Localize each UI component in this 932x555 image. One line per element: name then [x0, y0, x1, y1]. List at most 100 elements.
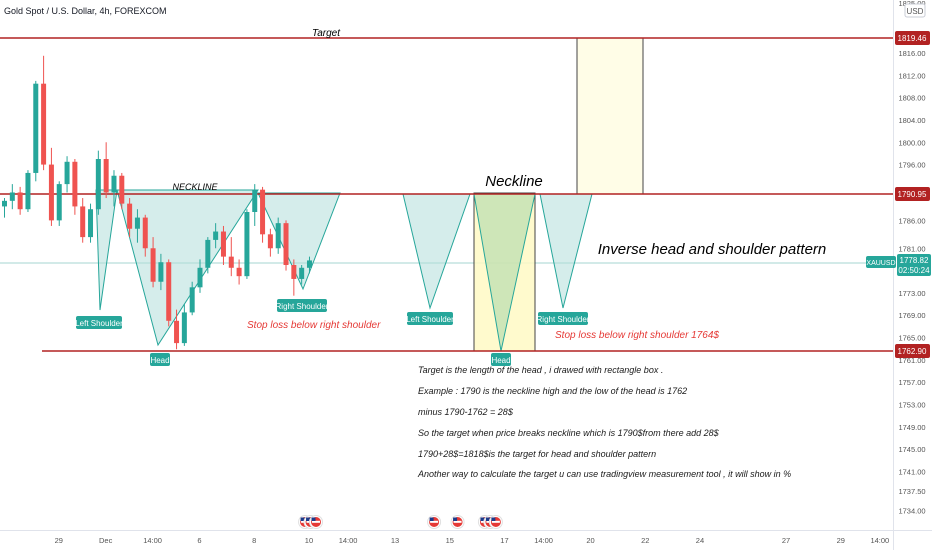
y-tick-label: 1761.00 [898, 356, 925, 365]
x-tick-label: 10 [305, 536, 313, 545]
candle[interactable] [213, 223, 219, 249]
candle-body [150, 248, 156, 282]
candle[interactable] [299, 265, 305, 285]
candle[interactable] [220, 225, 226, 265]
candle[interactable] [283, 220, 289, 271]
y-tick-label: 1786.00 [898, 216, 925, 225]
candle-body [127, 203, 133, 229]
neckline-price-tag [895, 187, 930, 201]
candle[interactable] [25, 170, 31, 212]
candle[interactable] [158, 253, 164, 291]
candle-body [306, 260, 312, 268]
candle[interactable] [275, 217, 281, 254]
candle-body [134, 217, 140, 229]
candle[interactable] [236, 259, 242, 285]
candle[interactable] [205, 237, 211, 274]
x-tick-label: 17 [500, 536, 508, 545]
candle-body [48, 164, 54, 221]
pattern-title: Inverse head and shoulder pattern [598, 241, 827, 258]
note-line: So the target when price breaks neckline… [418, 428, 720, 438]
candle[interactable] [174, 309, 180, 350]
y-tick-label: 1749.00 [898, 423, 925, 432]
candle[interactable] [228, 237, 234, 277]
current-price-label: 1778.82 [900, 256, 929, 265]
candle[interactable] [17, 186, 23, 215]
candle[interactable] [197, 259, 203, 293]
candle-body [95, 159, 101, 210]
candle[interactable] [260, 186, 266, 243]
candle[interactable] [252, 184, 258, 226]
candle[interactable] [166, 259, 172, 327]
explanation-notes: Target is the length of the head , i dra… [417, 365, 791, 479]
candle[interactable] [103, 142, 109, 199]
head-label-2: Head [491, 356, 510, 365]
us-flag-icon[interactable] [488, 515, 503, 529]
candle[interactable] [48, 147, 54, 226]
y-tick-label: 1765.00 [898, 334, 925, 343]
candle-body [220, 231, 226, 257]
candle[interactable] [95, 150, 101, 215]
candle[interactable] [306, 256, 312, 274]
candle-body [299, 267, 305, 279]
x-tick-label: 22 [641, 536, 649, 545]
candle-body [252, 189, 258, 212]
candle[interactable] [111, 170, 117, 207]
candle-body [283, 223, 289, 265]
candle[interactable] [291, 259, 297, 296]
y-tick-label: 1808.00 [898, 94, 925, 103]
x-tick-label: 8 [252, 536, 256, 545]
x-tick-label: 14:00 [143, 536, 162, 545]
candle-body [2, 200, 7, 207]
candle[interactable] [2, 198, 7, 218]
us-flag-icon[interactable] [427, 515, 442, 529]
candle[interactable] [134, 209, 140, 243]
candle[interactable] [33, 80, 39, 182]
candle[interactable] [150, 237, 156, 288]
x-tick-label: 29 [55, 536, 63, 545]
candle-body [64, 161, 70, 185]
candle[interactable] [64, 156, 70, 193]
candle[interactable] [119, 172, 125, 210]
candle[interactable] [189, 281, 195, 316]
candle-body [41, 83, 47, 165]
us-flag-icon[interactable] [450, 515, 465, 529]
candle-body [72, 161, 78, 207]
candle-body [174, 320, 180, 344]
candle-body [260, 189, 266, 235]
note-line: Another way to calculate the target u ca… [417, 469, 791, 479]
candle[interactable] [56, 181, 62, 226]
candle[interactable] [244, 209, 250, 279]
candle[interactable] [88, 203, 94, 243]
candle[interactable] [181, 304, 187, 346]
x-tick-label: 20 [586, 536, 594, 545]
candle[interactable] [9, 184, 15, 210]
target-price-label: 1819.46 [898, 34, 927, 43]
left-shoulder-tag [76, 316, 122, 329]
candle-body [88, 209, 94, 238]
current-price-tag [897, 254, 931, 276]
candle-body [9, 192, 15, 201]
candle[interactable] [142, 214, 148, 257]
y-tick-label: 1796.00 [898, 161, 925, 170]
currency-badge[interactable] [904, 3, 926, 18]
candle[interactable] [72, 159, 78, 215]
y-tick-label: 1745.00 [898, 445, 925, 454]
candle-body [267, 234, 273, 249]
time-axis[interactable]: 29 Dec 14:00 6 8 10 14:00 13 15 17 14:00 20 22 24 27 29… [55, 536, 890, 545]
flag-canton [311, 517, 316, 521]
neckline-price-label: 1790.95 [898, 190, 927, 199]
flag-stripe [491, 520, 500, 523]
candle[interactable] [127, 198, 133, 238]
candle[interactable] [267, 228, 273, 257]
candle-body [33, 83, 39, 173]
candle[interactable] [80, 198, 86, 243]
target-label: Target [312, 28, 341, 39]
flag-canton [485, 517, 490, 521]
us-flag-icon[interactable] [309, 515, 324, 529]
candle[interactable] [41, 55, 47, 171]
flag-stripe [453, 520, 462, 523]
head-low-price-tag [895, 344, 930, 358]
candle-body [244, 212, 250, 277]
symbol-title[interactable]: Gold Spot / U.S. Dollar, 4h, FOREXCOM [4, 6, 167, 16]
